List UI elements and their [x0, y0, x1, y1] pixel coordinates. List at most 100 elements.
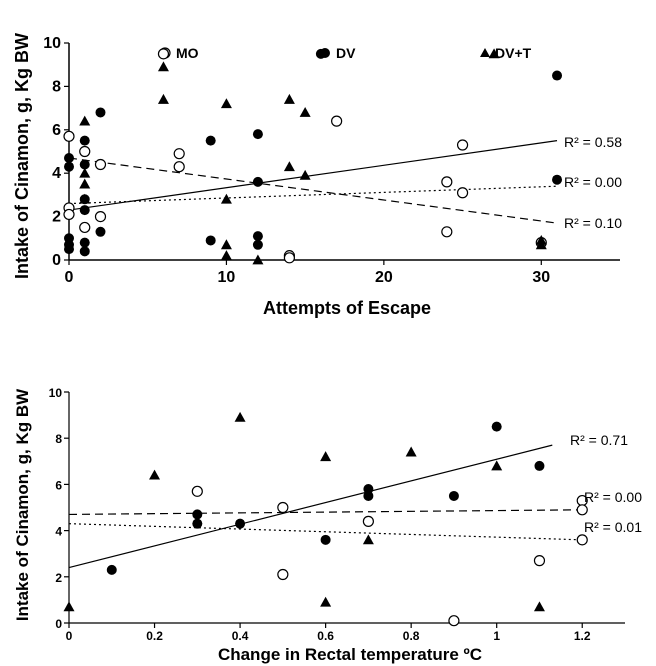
trendline-dv [68, 157, 558, 224]
trendline-mo [68, 523, 583, 541]
point-dv-t [220, 98, 232, 109]
point-dv-t [149, 469, 161, 480]
point-dv [95, 226, 106, 237]
point-mo [576, 534, 588, 546]
y-tick-label: 0 [52, 252, 61, 269]
legend-dv-label: DV [336, 45, 356, 61]
top-y-ticks: 0 2 4 6 8 10 [43, 35, 69, 269]
point-dv [79, 135, 90, 146]
point-mo [79, 145, 91, 158]
y-tick-label: 4 [55, 525, 62, 539]
point-dv-t [220, 193, 232, 204]
legend-dvt-marker [480, 48, 490, 57]
x-tick-label: 0 [66, 629, 73, 643]
point-mo [157, 48, 170, 60]
point-dv [79, 237, 90, 248]
point-dv [95, 107, 106, 118]
bottom-r2-dvt: R² = 0.00 [584, 489, 642, 505]
y-tick-label: 2 [52, 209, 61, 226]
top-xlabel: Attempts of Escape [263, 298, 431, 318]
y-tick-label: 8 [52, 78, 61, 95]
point-mo [441, 176, 453, 188]
point-dv-t [220, 239, 232, 250]
bottom-ylabel: Intake of Cinamon, g, Kg BW [13, 388, 32, 621]
point-mo [456, 139, 469, 151]
point-dv-t [79, 115, 91, 126]
point-mo [63, 208, 75, 221]
point-dv [205, 235, 216, 246]
point-dv-t [405, 446, 417, 457]
x-tick-label: 30 [532, 269, 550, 286]
x-tick-label: 0.8 [403, 629, 420, 643]
point-dv-t [535, 239, 547, 250]
bottom-x-ticks: 0 0.2 0.4 0.6 0.8 1 1.2 [66, 623, 591, 643]
top-r2-dvt: R² = 0.00 [564, 174, 622, 190]
point-dv [64, 161, 74, 172]
bottom-trendlines [68, 444, 583, 569]
point-mo [576, 504, 588, 516]
x-tick-label: 0.2 [146, 629, 163, 643]
point-mo [79, 221, 91, 234]
point-dv-t [252, 254, 264, 265]
point-dv [252, 231, 263, 242]
point-dv [552, 70, 563, 81]
x-tick-label: 20 [375, 269, 393, 286]
top-trendlines [68, 140, 558, 224]
y-tick-label: 6 [55, 478, 62, 492]
point-mo [283, 252, 295, 264]
point-dv [192, 509, 203, 520]
trendline-dv-t [68, 185, 558, 205]
point-dv [64, 244, 74, 255]
y-tick-label: 10 [49, 386, 63, 400]
point-dv [252, 129, 263, 140]
point-dv [79, 246, 90, 257]
point-dv-t [157, 93, 169, 104]
point-dv-t [220, 250, 232, 261]
point-mo [448, 615, 460, 627]
point-dv-t [79, 167, 91, 178]
top-r2-dv: R² = 0.10 [564, 215, 622, 231]
point-dv-t [283, 93, 295, 104]
bottom-xlabel: Change in Rectal temperature ºC [218, 645, 482, 664]
point-dv-t [320, 596, 332, 607]
point-mo [191, 485, 203, 497]
trendline-dv-t [68, 509, 583, 516]
point-dv [320, 534, 331, 545]
bottom-r2-dv: R² = 0.71 [570, 432, 628, 448]
point-mo [173, 148, 185, 160]
point-dv-t [299, 106, 311, 117]
point-dv [363, 490, 374, 501]
y-tick-label: 10 [43, 35, 61, 52]
point-dv-t [488, 48, 500, 59]
y-tick-label: 8 [55, 432, 62, 446]
point-mo [441, 226, 453, 238]
x-tick-label: 0.6 [317, 629, 334, 643]
point-dv-t [533, 601, 545, 612]
point-mo [173, 161, 185, 173]
legend-mo-label: MO [176, 45, 199, 61]
top-points [63, 48, 563, 265]
point-dv [534, 460, 545, 471]
point-mo [533, 555, 546, 567]
point-mo [277, 568, 289, 581]
y-tick-label: 0 [55, 617, 62, 631]
bottom-points [63, 411, 588, 627]
point-dv-t [157, 61, 169, 72]
bottom-r2-mo: R² = 0.01 [584, 519, 642, 535]
point-dv-t [79, 178, 91, 189]
point-mo [331, 115, 343, 127]
point-dv [79, 205, 90, 216]
chart-top: Intake of Cinamon, g, Kg BW 0 2 4 6 8 10 0 10 2… [12, 33, 622, 318]
point-dv-t [79, 193, 91, 204]
point-mo [362, 515, 374, 527]
trendline-mo [68, 140, 558, 211]
chart-bottom: Intake of Cinamon, g, Kg BW 0 2 4 6 8 10 0 0.2… [13, 386, 642, 664]
point-dv-t [491, 460, 503, 471]
y-tick-label: 4 [52, 165, 61, 182]
point-dv [252, 176, 263, 187]
x-tick-label: 1 [493, 629, 500, 643]
point-dv-t [362, 534, 374, 545]
point-dv [79, 159, 90, 170]
point-dv-t [299, 169, 311, 180]
